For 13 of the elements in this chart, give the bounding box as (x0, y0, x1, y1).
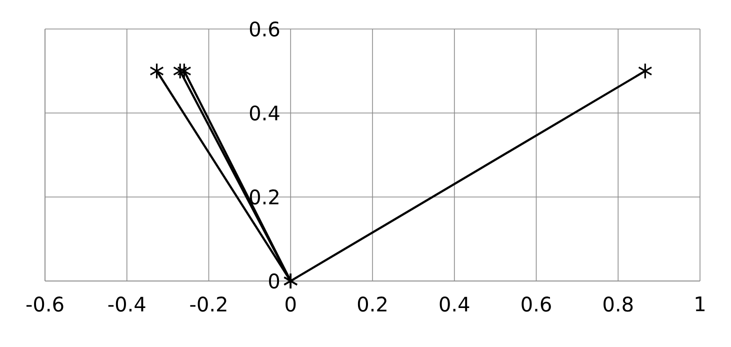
x-tick-label: 0.2 (358, 296, 386, 312)
x-tick-label: 0 (286, 296, 296, 312)
x-tick-label: -0.6 (26, 296, 64, 312)
x-tick-label: 0.6 (522, 296, 551, 312)
x-tick-label: -0.4 (108, 296, 146, 312)
y-tick-label: 0.4 (250, 105, 280, 121)
x-tick-label: 0.4 (440, 296, 470, 312)
y-tick-label: 0 (269, 273, 280, 289)
y-tick-label: 0.2 (250, 189, 278, 205)
x-tick-label: 1 (696, 296, 705, 312)
y-tick-label: 0.6 (250, 21, 280, 37)
x-tick-label: -0.2 (190, 296, 226, 312)
x-tick-label: 0.8 (604, 296, 633, 312)
